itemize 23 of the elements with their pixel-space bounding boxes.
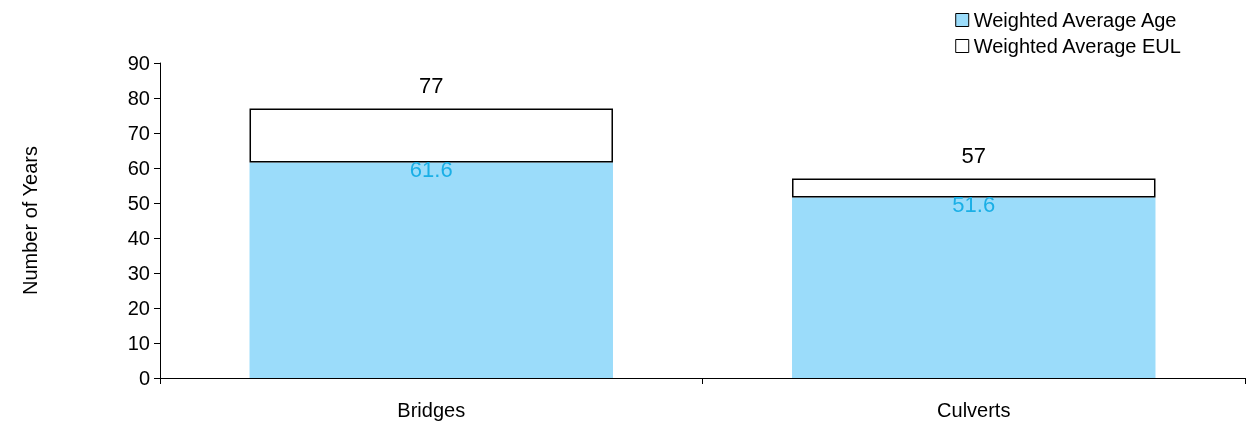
bar (249, 108, 613, 163)
y-tick-label: 70 (127, 122, 150, 144)
x-tick-label: Culverts (937, 399, 1011, 421)
total-label: 57 (961, 143, 986, 168)
bar (249, 162, 613, 378)
y-tick-label: 40 (127, 227, 150, 249)
y-tick-label: 30 (127, 262, 150, 284)
legend-label: Weighted Average EUL (973, 35, 1181, 57)
total-label: 77 (419, 73, 444, 98)
x-tick-label: Bridges (397, 399, 466, 421)
bar (792, 178, 1156, 198)
legend-label: Weighted Average Age (973, 9, 1177, 31)
y-tick-label: 0 (138, 367, 150, 389)
bar (792, 197, 1156, 378)
data-label: 51.6 (952, 191, 996, 217)
y-axis-title: Number of Years (19, 146, 41, 295)
y-tick-label: 50 (127, 192, 150, 214)
y-tick-label: 60 (127, 157, 150, 179)
data-label: 61.6 (409, 156, 453, 182)
y-tick-label: 20 (127, 297, 150, 319)
y-tick-label: 10 (127, 332, 150, 354)
y-tick-label: 80 (127, 87, 150, 109)
y-tick-label: 90 (127, 52, 150, 74)
